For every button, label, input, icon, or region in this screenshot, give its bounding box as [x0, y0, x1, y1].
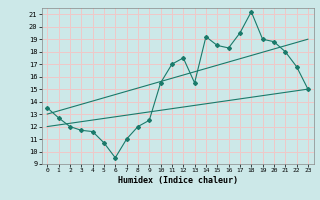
X-axis label: Humidex (Indice chaleur): Humidex (Indice chaleur) — [118, 176, 237, 185]
